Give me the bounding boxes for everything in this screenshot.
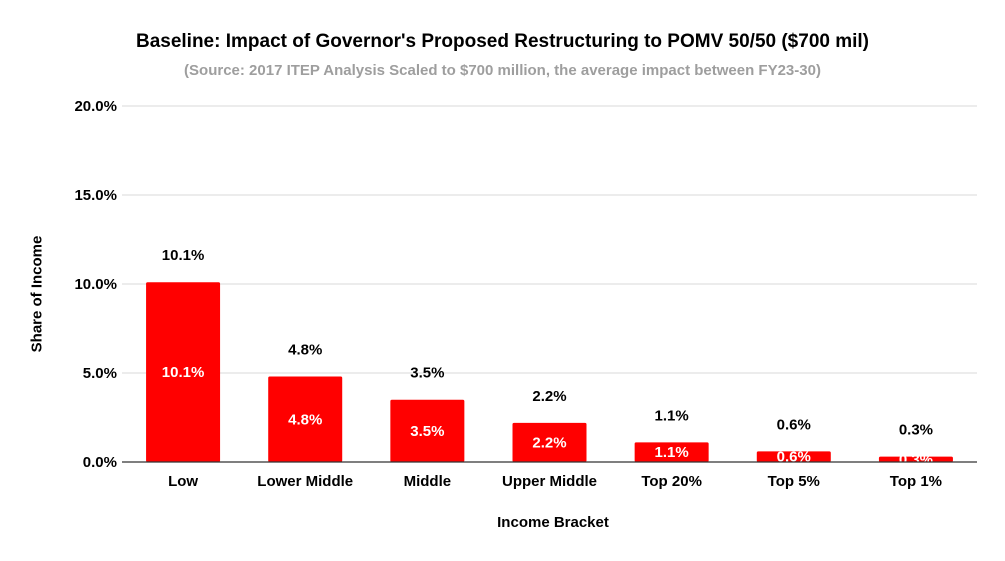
bar-inner-label: 0.6% — [777, 449, 811, 466]
y-axis-label: Share of Income — [28, 235, 46, 353]
bar-value-label: 2.2% — [532, 388, 566, 405]
bar-inner-label: 2.2% — [532, 434, 566, 451]
x-axis-label: Income Bracket — [497, 514, 609, 531]
bar — [268, 376, 343, 462]
bar-value-label: 3.5% — [410, 365, 444, 382]
x-tick-label: Top 20% — [641, 473, 702, 490]
y-tick-label: 15.0% — [74, 187, 117, 204]
bar-inner-label: 1.1% — [655, 444, 689, 461]
y-tick-label: 0.0% — [83, 454, 117, 471]
x-tick-label: Top 1% — [890, 473, 942, 490]
x-tick-label: Upper Middle — [502, 473, 597, 490]
bar-inner-label: 0.3% — [899, 451, 933, 468]
bar-inner-label: 3.5% — [410, 423, 444, 440]
bar-inner-label: 4.8% — [288, 411, 322, 428]
bar — [756, 451, 831, 462]
y-tick-label: 20.0% — [74, 98, 117, 115]
x-tick-label: Lower Middle — [257, 473, 353, 490]
bar-value-label: 1.1% — [655, 407, 689, 424]
bar-value-label: 0.3% — [899, 422, 933, 439]
x-tick-label: Top 5% — [768, 473, 820, 490]
bar-value-label: 10.1% — [162, 247, 205, 264]
y-tick-label: 5.0% — [83, 365, 117, 382]
bar — [634, 442, 709, 462]
bar — [512, 422, 587, 462]
bar-value-label: 0.6% — [777, 416, 811, 433]
bar — [146, 282, 221, 462]
chart-title: Baseline: Impact of Governor's Proposed … — [135, 31, 870, 52]
y-tick-label: 10.0% — [74, 276, 117, 293]
bar-inner-label: 10.1% — [162, 364, 205, 381]
bar-value-label: 4.8% — [288, 342, 322, 359]
chart-subtitle: (Source: 2017 ITEP Analysis Scaled to $7… — [184, 62, 821, 79]
bar — [878, 456, 953, 462]
x-tick-label: Middle — [404, 473, 452, 490]
x-tick-label: Low — [168, 473, 198, 490]
bar — [390, 399, 465, 462]
